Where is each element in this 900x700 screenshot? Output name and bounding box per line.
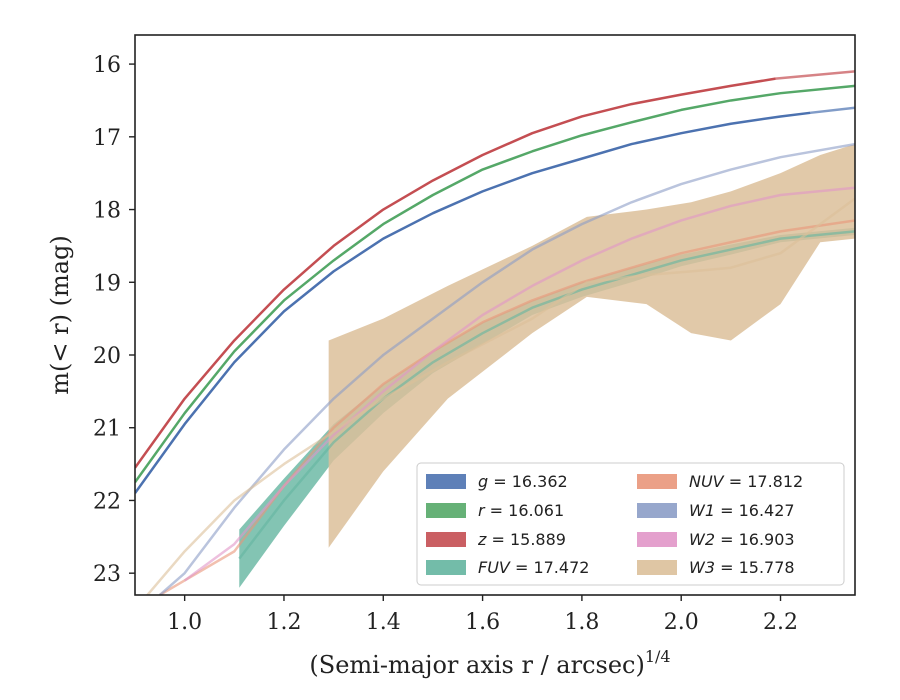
legend-value: = 15.889 (486, 530, 566, 549)
legend-var: g (478, 472, 488, 491)
legend-label-z: z = 15.889 (477, 530, 566, 549)
legend-swatch-fuv (426, 560, 466, 575)
legend-label-w1: W1 = 16.427 (689, 501, 795, 520)
x-tick-label: 1.4 (366, 610, 401, 635)
legend-value: = 16.061 (485, 501, 565, 520)
legend-label-w2: W2 = 16.903 (689, 530, 795, 549)
x-tick-label: 1.8 (564, 610, 599, 635)
legend-var: NUV (689, 472, 725, 491)
line-fuv (238, 230, 855, 560)
line-nuv (159, 219, 855, 595)
x-tick-label: 1.6 (465, 610, 500, 635)
x-axis-label: (Semi-major axis r / arcsec)1/4 (309, 647, 670, 679)
legend-swatch-r (426, 503, 466, 518)
legend-value: = 16.427 (715, 501, 795, 520)
legend-frame (416, 462, 845, 586)
legend-var: r (478, 501, 486, 520)
legend-var: z (477, 530, 487, 549)
plot-frame (134, 34, 856, 596)
legend-label-r: r = 16.061 (478, 501, 564, 520)
line-extrap-z (775, 70, 855, 80)
legend-var: FUV (478, 558, 511, 577)
series-layer (135, 70, 855, 595)
line-w2 (183, 186, 855, 582)
legend-label-g: g = 16.362 (478, 472, 568, 491)
y-axis-label: m(< r) (mag) (46, 235, 74, 394)
y-tick-label: 20 (93, 344, 121, 369)
legend-label-nuv: NUV = 17.812 (689, 472, 803, 491)
legend-var: W2 (689, 530, 715, 549)
y-tick-label: 19 (93, 271, 121, 296)
line-r (135, 84, 855, 484)
x-tick-label: 2.0 (664, 610, 699, 635)
y-axis: 16 17 18 19 20 21 22 23 (93, 53, 135, 587)
legend-label-fuv: FUV = 17.472 (478, 558, 589, 577)
legend-swatch-w3 (637, 560, 677, 575)
x-tick-label: 2.2 (763, 610, 798, 635)
y-tick-label: 16 (93, 53, 121, 78)
legend-var: W1 (689, 501, 715, 520)
legend-swatch-z (426, 532, 466, 547)
y-tick-label: 23 (93, 562, 121, 587)
y-tick-label: 21 (93, 417, 121, 442)
plot-area (134, 34, 856, 596)
x-tick-label: 1.0 (167, 610, 202, 635)
y-tick-label: 18 (93, 199, 121, 224)
legend-value: = 17.812 (724, 472, 804, 491)
legend-swatch-nuv (637, 474, 677, 489)
legend-value: = 16.362 (488, 472, 568, 491)
line-w3 (145, 197, 855, 595)
y-tick-label: 22 (93, 489, 121, 514)
legend-swatch-w1 (637, 503, 677, 518)
x-tick-label: 1.2 (266, 610, 301, 635)
legend-value: = 17.472 (510, 558, 590, 577)
line-extrap-g (810, 106, 855, 115)
y-tick-label: 17 (93, 126, 121, 151)
x-axis: 1.0 1.2 1.4 1.6 1.8 2.0 2.2 (167, 595, 798, 635)
legend-swatch-g (426, 474, 466, 489)
line-z (135, 77, 776, 469)
legend-value: = 15.778 (715, 558, 795, 577)
legend-value: = 16.903 (715, 530, 795, 549)
legend-var: W3 (689, 558, 715, 577)
legend-label-w3: W3 = 15.778 (689, 558, 795, 577)
legend-swatch-w2 (637, 532, 677, 547)
line-g (135, 111, 811, 494)
